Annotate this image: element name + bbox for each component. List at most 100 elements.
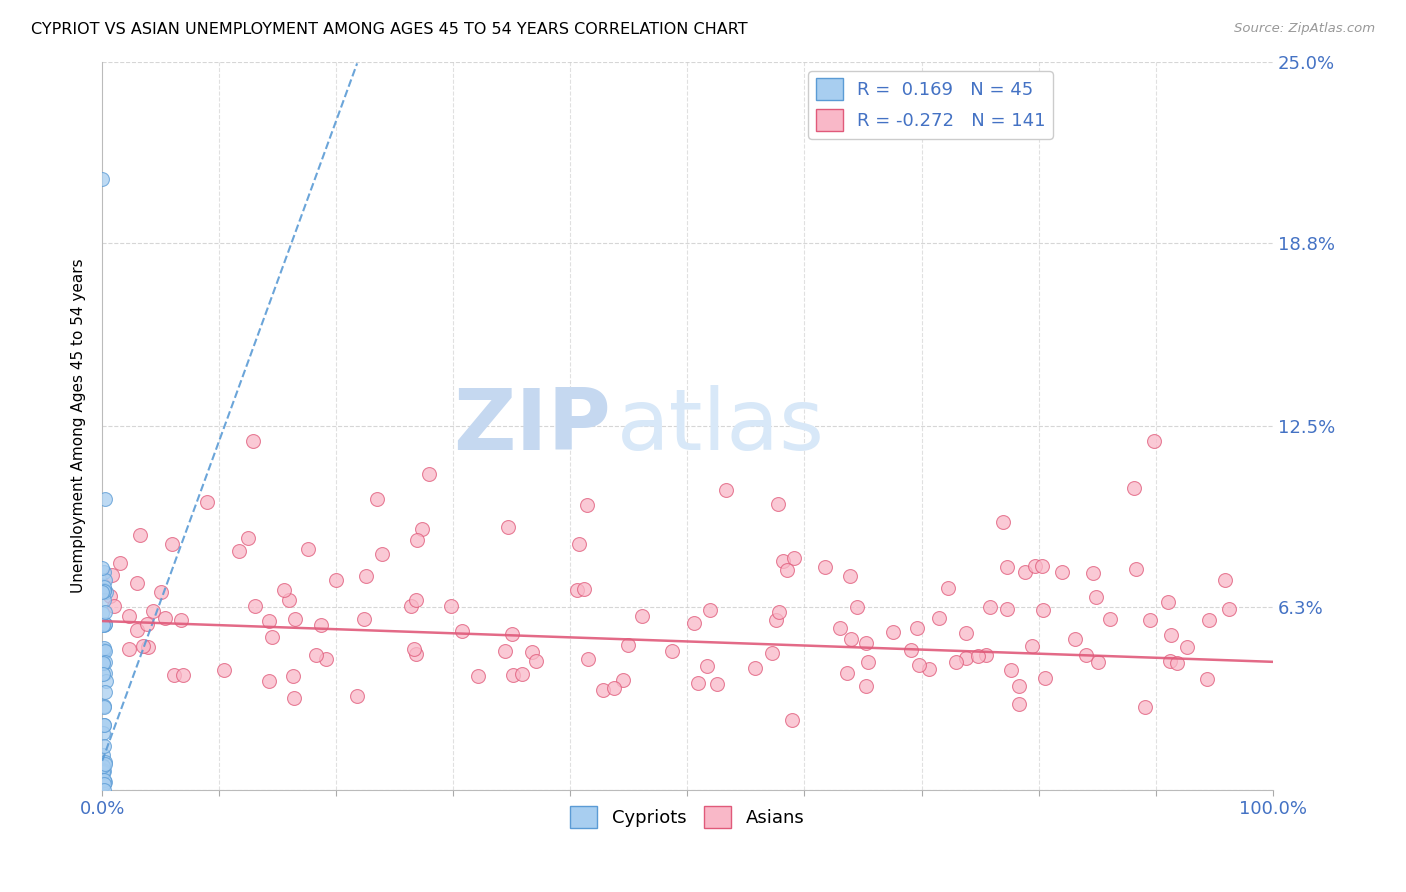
- Point: [830, 621, 852, 635]
- Point: [91, 618, 114, 632]
- Point: [93, 756, 115, 771]
- Point: [91, 656, 114, 670]
- Point: [406, 533, 429, 548]
- Point: [837, 666, 859, 681]
- Point: [576, 498, 599, 512]
- Point: [94, 755, 117, 769]
- Point: [699, 602, 721, 616]
- Point: [1074, 648, 1097, 663]
- Point: [526, 654, 548, 668]
- Point: [118, 609, 141, 624]
- Point: [1064, 632, 1087, 646]
- Point: [257, 614, 280, 628]
- Point: [172, 667, 194, 681]
- Point: [94, 616, 117, 631]
- Point: [117, 642, 139, 657]
- Point: [928, 611, 950, 625]
- Point: [242, 434, 264, 448]
- Point: [411, 522, 433, 536]
- Point: [696, 658, 718, 673]
- Point: [236, 531, 259, 545]
- Point: [995, 601, 1018, 615]
- Point: [94, 644, 117, 658]
- Point: [1087, 656, 1109, 670]
- Point: [936, 582, 959, 596]
- Point: [440, 599, 463, 613]
- Point: [592, 683, 614, 698]
- Point: [1123, 481, 1146, 495]
- Point: [1213, 573, 1236, 587]
- Point: [1197, 672, 1219, 686]
- Point: [945, 655, 967, 669]
- Point: [283, 691, 305, 706]
- Point: [467, 669, 489, 683]
- Point: [100, 568, 122, 582]
- Point: [91, 763, 114, 777]
- Point: [93, 698, 115, 713]
- Point: [1081, 566, 1104, 580]
- Text: atlas: atlas: [617, 384, 825, 467]
- Point: [955, 651, 977, 665]
- Point: [94, 666, 117, 681]
- Point: [149, 585, 172, 599]
- Point: [451, 624, 474, 638]
- Point: [98, 589, 121, 603]
- Point: [136, 616, 159, 631]
- Point: [1159, 655, 1181, 669]
- Point: [309, 617, 332, 632]
- Point: [405, 592, 427, 607]
- Text: ZIP: ZIP: [454, 384, 612, 467]
- Point: [93, 777, 115, 791]
- Point: [631, 609, 654, 624]
- Point: [138, 640, 160, 655]
- Point: [399, 599, 422, 614]
- Point: [91, 656, 114, 670]
- Point: [502, 668, 524, 682]
- Point: [91, 561, 114, 575]
- Point: [617, 638, 640, 652]
- Point: [283, 669, 305, 683]
- Point: [315, 652, 337, 666]
- Point: [995, 560, 1018, 574]
- Point: [91, 171, 114, 186]
- Point: [260, 631, 283, 645]
- Point: [1098, 612, 1121, 626]
- Point: [93, 718, 115, 732]
- Point: [94, 685, 117, 699]
- Point: [761, 646, 783, 660]
- Point: [103, 599, 125, 613]
- Point: [905, 621, 928, 635]
- Point: [612, 673, 634, 687]
- Point: [1032, 603, 1054, 617]
- Point: [325, 573, 347, 587]
- Point: [93, 667, 115, 681]
- Point: [900, 643, 922, 657]
- Point: [1125, 562, 1147, 576]
- Point: [772, 554, 794, 568]
- Point: [93, 617, 115, 632]
- Point: [1157, 594, 1180, 608]
- Point: [494, 644, 516, 658]
- Point: [768, 606, 790, 620]
- Point: [1139, 613, 1161, 627]
- Point: [576, 652, 599, 666]
- Point: [405, 647, 427, 661]
- Point: [125, 623, 148, 637]
- Point: [93, 582, 115, 597]
- Point: [93, 655, 115, 669]
- Point: [780, 713, 803, 727]
- Point: [1014, 565, 1036, 579]
- Point: [93, 758, 115, 772]
- Point: [91, 747, 114, 762]
- Point: [93, 580, 115, 594]
- Point: [93, 583, 115, 598]
- Point: [91, 585, 114, 599]
- Point: [131, 640, 153, 654]
- Point: [510, 666, 533, 681]
- Point: [212, 663, 235, 677]
- Point: [882, 625, 904, 640]
- Point: [228, 544, 250, 558]
- Point: [243, 599, 266, 613]
- Point: [93, 642, 115, 657]
- Point: [1218, 601, 1240, 615]
